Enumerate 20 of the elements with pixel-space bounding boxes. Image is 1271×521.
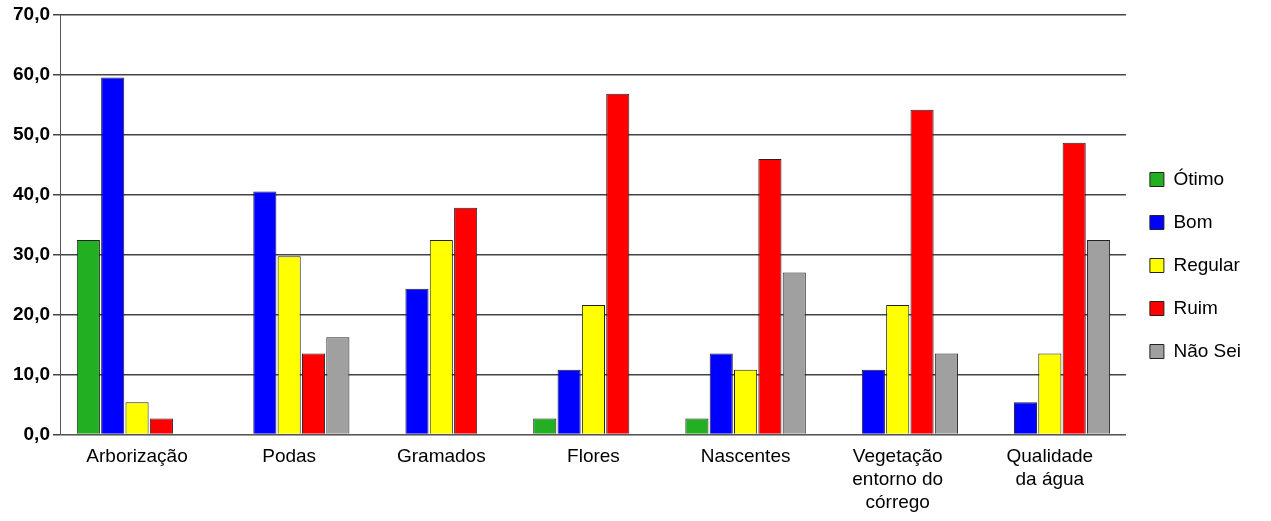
x-tick-label: Qualidade da água — [1006, 445, 1094, 490]
x-tick-label: Nascentes — [700, 445, 791, 467]
legend-label: Bom — [1173, 210, 1213, 232]
y-tick-label: 30,0 — [13, 242, 50, 264]
x-tick-label: Podas — [262, 445, 317, 467]
x-tick-label: Gramados — [396, 445, 486, 467]
y-tick-label: 50,0 — [13, 122, 50, 144]
legend-label: Não Sei — [1173, 339, 1242, 361]
y-tick-label: 20,0 — [13, 302, 50, 324]
y-tick-label: 0,0 — [23, 422, 50, 444]
legend-label: Ruim — [1173, 296, 1218, 318]
x-tick-label: Flores — [567, 445, 620, 467]
x-tick-label: Arborização — [86, 445, 188, 467]
y-tick-label: 10,0 — [13, 362, 50, 384]
legend-label: Regular — [1173, 253, 1241, 275]
x-tick-label: Vegetação entorno do córrego — [852, 445, 944, 512]
y-tick-label: 40,0 — [13, 182, 50, 204]
y-tick-label: 70,0 — [13, 2, 50, 24]
legend-label: Ótimo — [1173, 167, 1225, 189]
y-tick-label: 60,0 — [13, 62, 50, 84]
